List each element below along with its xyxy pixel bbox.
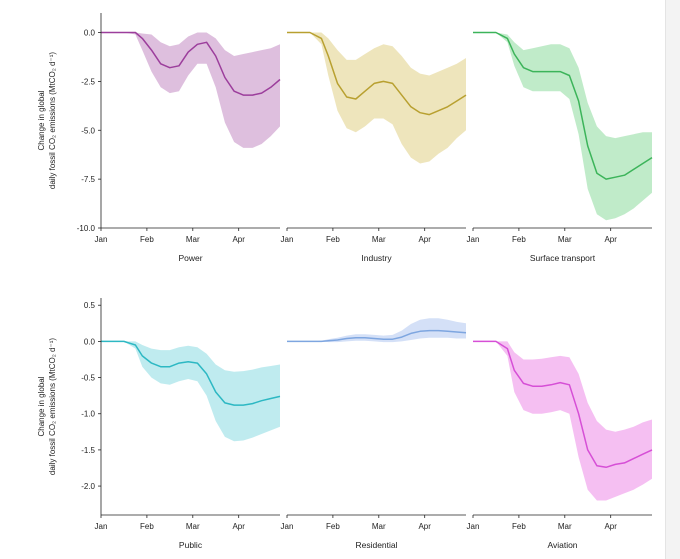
- x-tick-label: Mar: [372, 522, 386, 531]
- y-tick-label: -7.5: [81, 175, 95, 184]
- panel-industry: Jan Feb Mar Apr Industry: [281, 31, 467, 263]
- line-aviation: [473, 340, 653, 469]
- x-tick-label: Apr: [604, 235, 617, 244]
- x-tick-label: Jan: [281, 522, 294, 531]
- scrollbar-track: [665, 0, 680, 559]
- y-axis-title-line1: Change in global: [37, 376, 46, 436]
- sector-label: Residential: [355, 540, 397, 550]
- sector-label: Surface transport: [530, 253, 596, 263]
- y-axis-title-line2: daily fossil CO₂ emissions (MtCO₂ d⁻¹): [48, 338, 57, 475]
- x-tick-label: Feb: [140, 522, 154, 531]
- chart-figure: Jan Feb Mar Apr Power 0.0 -2.5 -5.0 -7.5 -10.0 Cha…: [37, 13, 653, 550]
- y-tick-label: -2.0: [81, 482, 95, 491]
- x-tick-label: Mar: [558, 235, 572, 244]
- x-tick-label: Apr: [232, 235, 245, 244]
- y-axis-title-line1: Change in global: [37, 90, 46, 150]
- panel-aviation: Jan Feb Mar Apr Aviation: [467, 340, 653, 550]
- line-industry: [287, 31, 467, 116]
- y-tick-label: -1.5: [81, 446, 95, 455]
- sector-label: Public: [179, 540, 203, 550]
- line-surface-transport: [473, 31, 653, 180]
- x-tick-label: Mar: [186, 235, 200, 244]
- y-tick-label: 0.5: [84, 301, 96, 310]
- panel-surface-transport: Jan Feb Mar Apr Surface transport: [467, 31, 653, 263]
- sector-label: Power: [178, 253, 202, 263]
- band-aviation: [473, 341, 652, 501]
- band-power: [101, 32, 280, 148]
- x-tick-label: Apr: [232, 522, 245, 531]
- y-tick-label: 0.0: [84, 29, 96, 38]
- y-axis-title-line2: daily fossil CO₂ emissions (MtCO₂ d⁻¹): [48, 52, 57, 189]
- x-tick-label: Feb: [512, 522, 526, 531]
- x-tick-label: Feb: [512, 235, 526, 244]
- line-public: [101, 340, 281, 406]
- x-tick-label: Mar: [558, 522, 572, 531]
- y-tick-label: -0.5: [81, 374, 95, 383]
- x-tick-label: Jan: [281, 235, 294, 244]
- x-tick-label: Mar: [372, 235, 386, 244]
- x-tick-label: Jan: [95, 522, 108, 531]
- sector-label: Industry: [361, 253, 392, 263]
- y-tick-label: 0.0: [84, 337, 96, 346]
- band-public: [101, 341, 280, 442]
- x-tick-label: Feb: [140, 235, 154, 244]
- y-tick-label: -1.0: [81, 410, 95, 419]
- x-tick-label: Jan: [467, 235, 480, 244]
- line-power: [101, 31, 281, 96]
- band-surface-transport: [473, 32, 652, 221]
- panel-residential: Jan Feb Mar Apr Residential: [281, 318, 467, 550]
- line-residential: [287, 329, 467, 343]
- panel-public: Jan Feb Mar Apr Public 0.5 0.0 -0.5 -1.0 -1.5 -2.0…: [37, 298, 281, 550]
- x-tick-label: Apr: [604, 522, 617, 531]
- x-tick-label: Mar: [186, 522, 200, 531]
- y-tick-label: -10.0: [77, 224, 96, 233]
- x-tick-label: Feb: [326, 235, 340, 244]
- y-tick-label: -5.0: [81, 126, 95, 135]
- sector-label: Aviation: [547, 540, 577, 550]
- y-tick-label: -2.5: [81, 77, 95, 86]
- x-tick-label: Jan: [467, 522, 480, 531]
- x-tick-label: Apr: [418, 522, 431, 531]
- panel-power: Jan Feb Mar Apr Power 0.0 -2.5 -5.0 -7.5 -10.0 Cha…: [37, 13, 281, 263]
- band-residential: [287, 318, 466, 343]
- x-tick-label: Feb: [326, 522, 340, 531]
- x-tick-label: Jan: [95, 235, 108, 244]
- band-industry: [287, 32, 466, 164]
- x-tick-label: Apr: [418, 235, 431, 244]
